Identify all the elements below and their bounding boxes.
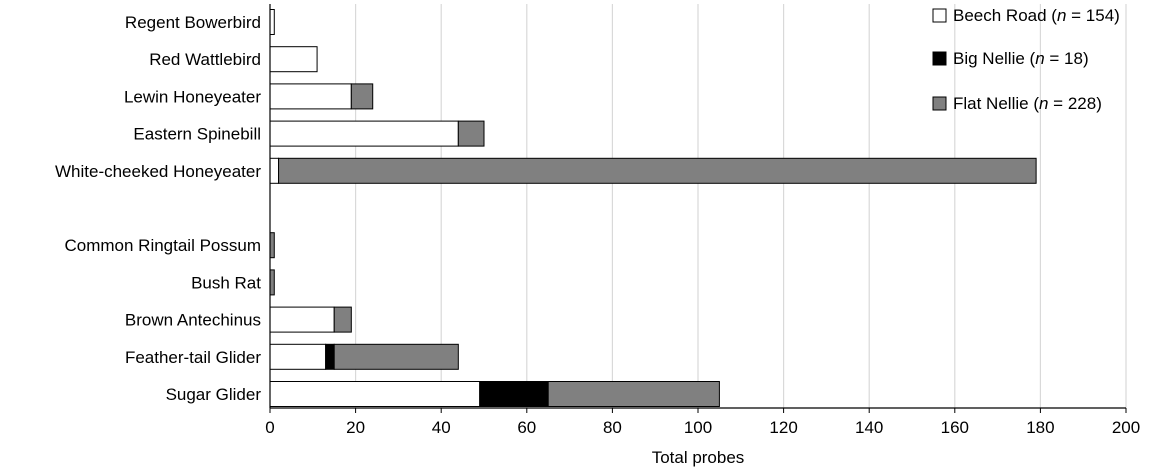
bar-segment [269, 46, 318, 73]
legend-swatch [932, 96, 947, 111]
bar-segment [269, 157, 280, 184]
legend-entry: Big Nellie (n = 18) [953, 49, 1089, 68]
legend-n-value: = 228) [1048, 94, 1101, 113]
bar-segment [457, 120, 485, 147]
axes [269, 4, 1127, 413]
category-label: White-cheeked Honeyeater [55, 162, 261, 181]
category-label: Red Wattlebird [149, 50, 261, 69]
legend-n-open: ( [1029, 94, 1040, 113]
bar-segment [269, 343, 327, 370]
category-label: Eastern Spinebill [133, 125, 261, 144]
legend-n-symbol: n [1035, 49, 1044, 68]
x-tick-label: 20 [346, 418, 365, 437]
x-tick-label: 40 [432, 418, 451, 437]
x-tick-label: 160 [941, 418, 969, 437]
legend-n-value: = 154) [1066, 6, 1119, 25]
bar-segment [479, 381, 549, 407]
category-labels: Regent Bowerbird Red Wattlebird Lewin Hone… [55, 13, 261, 404]
x-tick-label: 80 [603, 418, 622, 437]
bar-segment [269, 83, 352, 110]
bar-segment [278, 157, 1037, 184]
category-label: Bush Rat [191, 273, 261, 292]
bar-segment [269, 232, 275, 259]
legend-entry: Flat Nellie (n = 228) [953, 94, 1102, 113]
legend-entry: Beech Road (n = 154) [953, 6, 1120, 25]
category-label: Lewin Honeyeater [124, 87, 261, 106]
bar-segment [350, 83, 374, 110]
legend-n-open: ( [1047, 6, 1058, 25]
x-axis-label: Total probes [652, 448, 745, 467]
x-tick-labels: 0 20 40 60 80 100 120 140 160 180 200 [265, 418, 1140, 437]
bar-segment [269, 381, 481, 407]
category-label: Regent Bowerbird [125, 13, 261, 32]
bar-segment [269, 269, 275, 296]
category-label: Brown Antechinus [125, 311, 261, 330]
x-tick-label: 100 [684, 418, 712, 437]
category-label: Common Ringtail Possum [64, 236, 261, 255]
legend-swatch [932, 51, 947, 66]
x-tick-label: 0 [265, 418, 274, 437]
gridlines [355, 4, 1127, 408]
bar-segment [269, 120, 459, 147]
x-tick-label: 60 [517, 418, 536, 437]
legend-n-symbol: n [1057, 6, 1066, 25]
legend-n-symbol: n [1039, 94, 1048, 113]
bar-segment [547, 381, 720, 407]
x-tick-label: 180 [1026, 418, 1054, 437]
bar-segment [333, 343, 459, 370]
bar-segment [333, 306, 352, 333]
x-tick-label: 200 [1112, 418, 1140, 437]
category-label: Sugar Glider [166, 385, 262, 404]
legend-swatch [932, 8, 947, 23]
legend-series-name: Flat Nellie [953, 94, 1029, 113]
x-tick-label: 120 [769, 418, 797, 437]
legend-n-value: = 18) [1045, 49, 1089, 68]
legend: Beech Road (n = 154)Big Nellie (n = 18)F… [932, 6, 1120, 113]
x-tick-label: 140 [855, 418, 883, 437]
bars [269, 9, 1037, 407]
category-label: Feather-tail Glider [125, 348, 261, 367]
legend-series-name: Beech Road [953, 6, 1047, 25]
bar-segment [269, 306, 335, 333]
legend-n-open: ( [1025, 49, 1036, 68]
bar-segment [325, 343, 335, 370]
bar-segment [269, 9, 275, 35]
legend-series-name: Big Nellie [953, 49, 1025, 68]
